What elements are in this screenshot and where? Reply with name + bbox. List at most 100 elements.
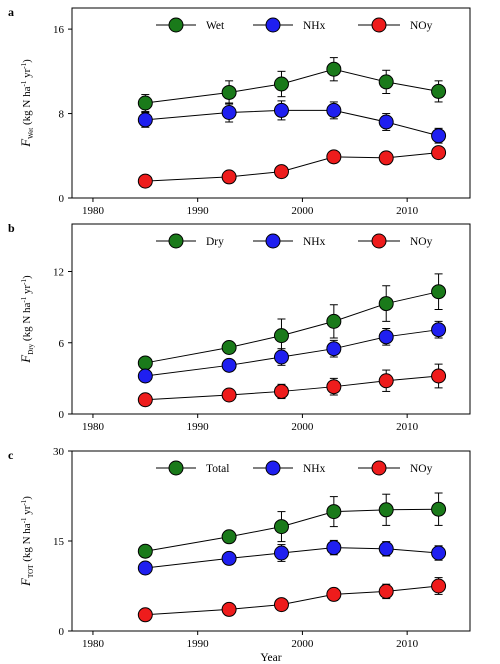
legend-label: NOy bbox=[410, 463, 433, 475]
y-label-unit: (kg N ha bbox=[21, 302, 33, 343]
x-tick-label: 1990 bbox=[187, 205, 210, 217]
legend-marker bbox=[168, 460, 184, 476]
y-label-unit: ) bbox=[21, 275, 33, 279]
x-tick-label: 2010 bbox=[396, 205, 419, 217]
data-point bbox=[137, 607, 153, 623]
x-tick-label: 2010 bbox=[396, 638, 419, 650]
x-tick-label: 1990 bbox=[187, 421, 210, 433]
y-label-superscript: -1 bbox=[20, 62, 28, 68]
legend-entry: NOy bbox=[358, 17, 433, 33]
data-point bbox=[431, 578, 447, 594]
legend-marker bbox=[265, 17, 281, 33]
y-tick-label: 30 bbox=[53, 446, 65, 458]
y-label-superscript: -1 bbox=[20, 278, 28, 284]
data-point bbox=[378, 296, 394, 312]
data-point bbox=[221, 357, 237, 373]
legend-entry: NHx bbox=[253, 460, 326, 476]
series-line bbox=[145, 109, 439, 137]
data-point bbox=[273, 76, 289, 92]
y-tick-label: 0 bbox=[59, 193, 65, 205]
y-label-superscript: -1 bbox=[20, 499, 28, 505]
y-axis-label: FTOT (kg N ha-1 yr-1) bbox=[18, 496, 35, 587]
panel-letter: b bbox=[8, 221, 15, 235]
series-noy bbox=[137, 363, 447, 408]
data-point bbox=[431, 501, 447, 517]
data-point bbox=[137, 368, 153, 384]
series-line bbox=[145, 585, 439, 616]
data-point bbox=[431, 545, 447, 561]
y-label-unit: ) bbox=[21, 496, 33, 500]
series-line bbox=[145, 152, 439, 182]
data-point bbox=[378, 114, 394, 130]
data-point bbox=[273, 349, 289, 365]
x-axis-label: Year bbox=[260, 652, 281, 664]
data-point bbox=[273, 328, 289, 344]
y-label-subscript: Wet bbox=[27, 128, 35, 139]
legend-label: NOy bbox=[410, 236, 433, 248]
data-point bbox=[273, 102, 289, 118]
data-point bbox=[378, 541, 394, 557]
y-label-subscript: TOT bbox=[27, 564, 35, 578]
y-label-unit: ) bbox=[21, 59, 33, 63]
y-label-superscript: -1 bbox=[20, 80, 28, 86]
legend-marker bbox=[371, 17, 387, 33]
legend-label: Total bbox=[206, 463, 229, 475]
legend-entry: NHx bbox=[253, 17, 326, 33]
data-point bbox=[273, 383, 289, 399]
data-point bbox=[221, 601, 237, 617]
y-label-superscript: -1 bbox=[20, 517, 28, 523]
x-tick-label: 2000 bbox=[291, 421, 314, 433]
legend-marker bbox=[168, 233, 184, 249]
data-point bbox=[221, 340, 237, 355]
series-line bbox=[145, 547, 439, 569]
series-line bbox=[145, 68, 439, 104]
series-line bbox=[145, 329, 439, 377]
y-axis-label: FDry (kg N ha-1 yr-1) bbox=[18, 275, 35, 364]
data-point bbox=[221, 550, 237, 566]
data-point bbox=[273, 519, 289, 535]
data-point bbox=[221, 84, 237, 100]
y-tick-label: 0 bbox=[59, 626, 65, 638]
y-label-symbol: F bbox=[18, 138, 33, 148]
legend-marker bbox=[168, 17, 184, 33]
legend-entry: Wet bbox=[156, 17, 225, 33]
data-point bbox=[378, 150, 394, 166]
y-tick-label: 6 bbox=[59, 338, 65, 350]
y-tick-label: 15 bbox=[53, 536, 65, 548]
data-point bbox=[326, 341, 342, 357]
legend-marker bbox=[371, 233, 387, 249]
legend-entry: Total bbox=[156, 460, 229, 476]
data-point bbox=[326, 313, 342, 329]
y-label-subscript: Dry bbox=[27, 343, 35, 354]
legend-marker bbox=[265, 233, 281, 249]
data-point bbox=[431, 322, 447, 338]
x-tick-label: 2010 bbox=[396, 421, 419, 433]
legend-label: NHx bbox=[303, 236, 326, 248]
data-point bbox=[378, 373, 394, 389]
series-noy bbox=[137, 145, 447, 189]
data-point bbox=[221, 529, 237, 545]
data-point bbox=[378, 583, 394, 599]
legend-entry: NHx bbox=[253, 233, 326, 249]
legend-label: NHx bbox=[303, 20, 326, 32]
plot-frame bbox=[71, 450, 471, 632]
series-line bbox=[145, 508, 439, 552]
plot-frame bbox=[71, 223, 471, 415]
y-label-symbol: F bbox=[18, 354, 33, 364]
data-point bbox=[431, 128, 447, 144]
data-point bbox=[221, 169, 237, 185]
data-point bbox=[431, 284, 447, 300]
data-point bbox=[221, 105, 237, 120]
data-point bbox=[137, 95, 153, 111]
y-label-superscript: -1 bbox=[20, 296, 28, 302]
legend-entry: NOy bbox=[358, 233, 433, 249]
x-tick-label: 1980 bbox=[82, 205, 105, 217]
series-total bbox=[137, 492, 447, 559]
legend-entry: NOy bbox=[358, 460, 433, 476]
data-point bbox=[137, 392, 153, 408]
y-label-unit: (kg N ha bbox=[21, 86, 33, 127]
